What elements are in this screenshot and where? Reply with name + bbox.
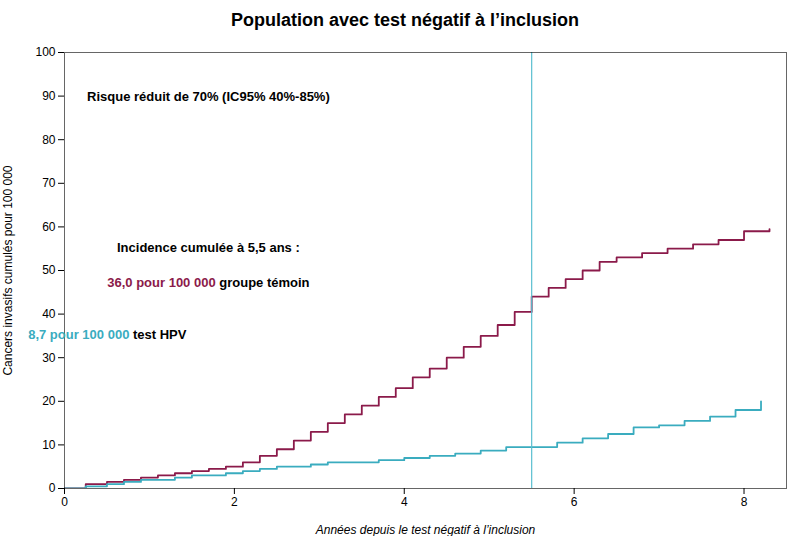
svg-text:8,7 pour 100 000 test HPV: 8,7 pour 100 000 test HPV [28,326,187,341]
svg-text:0: 0 [49,481,56,495]
svg-text:2: 2 [231,495,238,509]
svg-text:100: 100 [35,45,55,59]
svg-text:70: 70 [42,176,56,190]
svg-text:80: 80 [42,133,56,147]
html-text:Population avec test négatif à: Population avec test négatif à l’inclusi… [231,10,579,30]
svg-text:Années depuis le test négatif: Années depuis le test négatif à l’inclus… [315,523,536,537]
svg-text:90: 90 [42,89,56,103]
svg-text:10: 10 [42,438,56,452]
svg-text:4: 4 [401,495,408,509]
svg-text:30: 30 [42,351,56,365]
svg-text:40: 40 [42,307,56,321]
svg-text:0: 0 [61,495,68,509]
svg-text:8: 8 [741,495,748,509]
svg-text:60: 60 [42,220,56,234]
svg-text:Risque réduit de 70% (IC95% 40: Risque réduit de 70% (IC95% 40%-85%) [87,89,330,104]
svg-text:20: 20 [42,394,56,408]
svg-text:36,0 pour 100 000 groupe témoi: 36,0 pour 100 000 groupe témoin [107,274,309,289]
svg-text:50: 50 [42,263,56,277]
svg-text:Incidence cumulée à 5,5 ans :: Incidence cumulée à 5,5 ans : [117,239,300,254]
svg-text:Cancers invasifs cumulés pour: Cancers invasifs cumulés pour 100 000 [1,165,15,375]
svg-text:6: 6 [571,495,578,509]
